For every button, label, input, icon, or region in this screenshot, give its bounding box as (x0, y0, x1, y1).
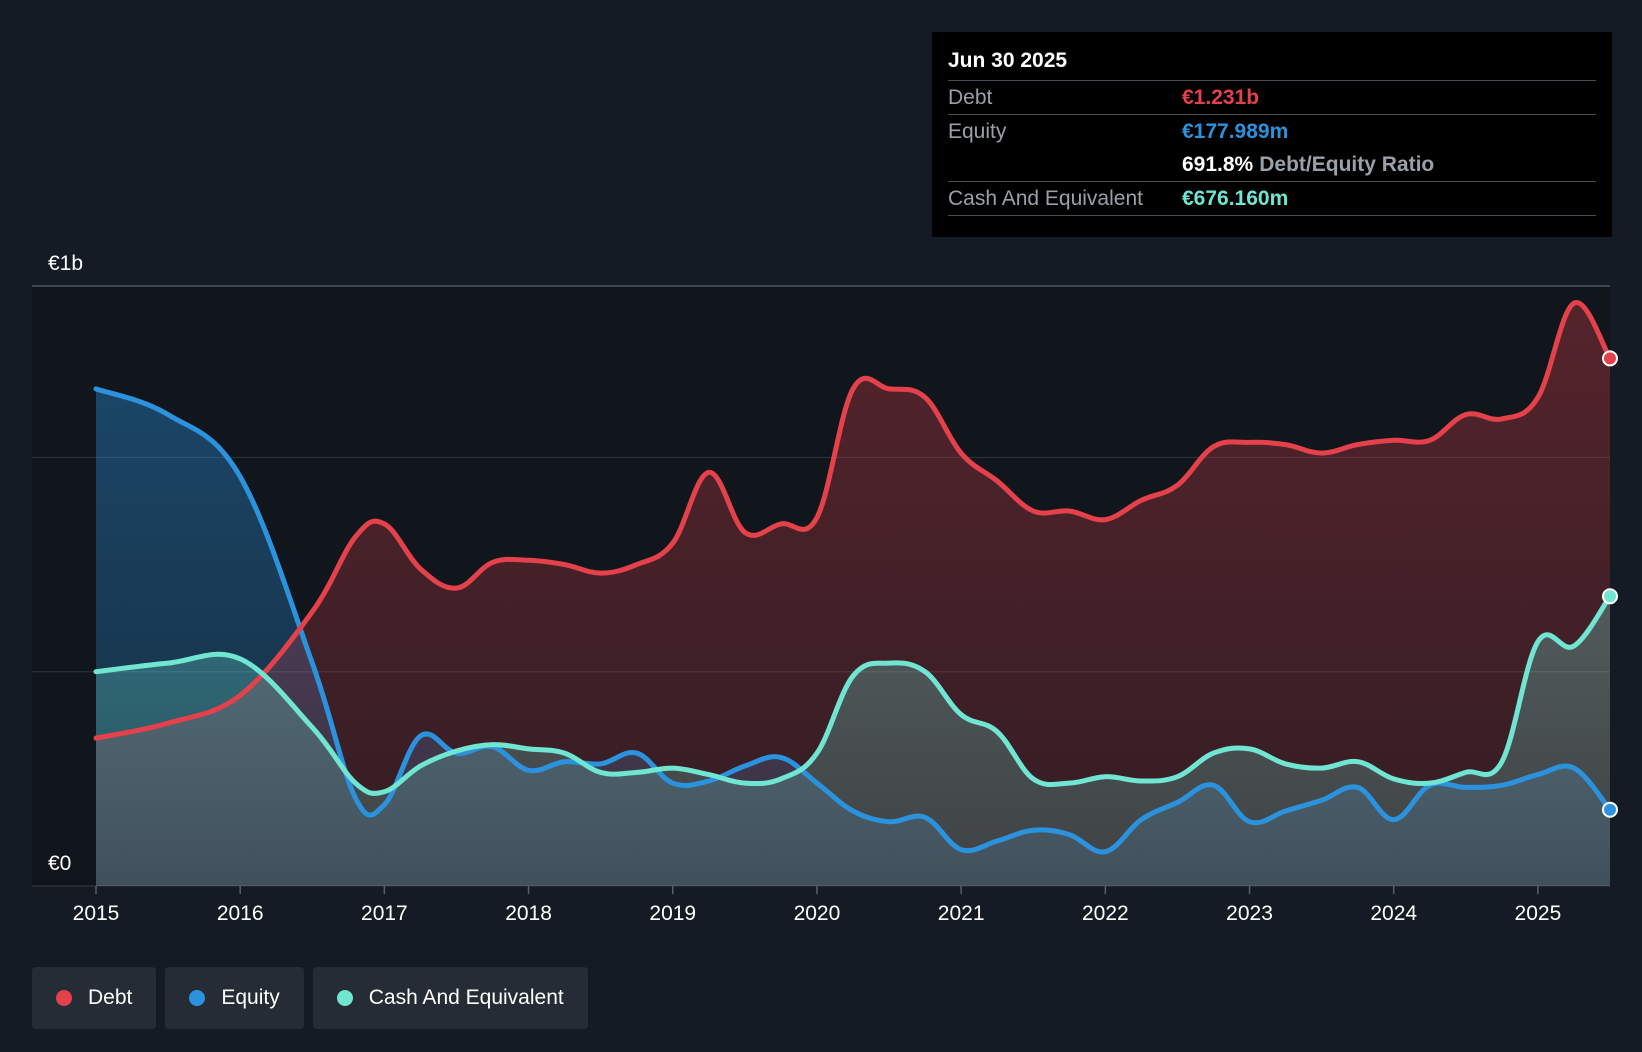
x-tick-label: 2017 (361, 902, 408, 925)
legend-item-cash[interactable]: Cash And Equivalent (312, 967, 588, 1029)
hover-tooltip: Jun 30 2025 Debt €1.231b Equity €177.989… (932, 32, 1612, 237)
legend-label-debt: Debt (88, 986, 133, 1009)
endpoint-equity[interactable] (1602, 801, 1618, 818)
x-tick-label: 2025 (1515, 902, 1562, 925)
y-tick-label: €0 (48, 852, 71, 875)
x-tick-label: 2019 (649, 902, 696, 925)
tooltip-row-ratio: 691.8% Debt/Equity Ratio (948, 148, 1596, 182)
series-areas (96, 302, 1610, 886)
area-debt (96, 302, 1610, 886)
x-tick-label: 2023 (1226, 902, 1273, 925)
legend-dot-debt (56, 990, 72, 1006)
series-endpoints (1602, 350, 1618, 818)
x-tick-label: 2015 (73, 902, 120, 925)
tooltip-debt-value: €1.231b (1182, 86, 1260, 109)
endpoint-debt[interactable] (1602, 350, 1618, 367)
tooltip-row-equity: Equity €177.989m (948, 115, 1596, 148)
tooltip-row-debt: Debt €1.231b (948, 81, 1596, 115)
legend-item-equity[interactable]: Equity (165, 967, 304, 1029)
tooltip-equity-label: Equity (948, 120, 1007, 143)
legend-dot-equity (189, 990, 206, 1006)
line-cash (93, 593, 1610, 796)
tooltip-debt-label: Debt (948, 86, 993, 109)
tooltip-ratio-spacer (948, 148, 1182, 181)
legend-dot-cash (336, 990, 353, 1006)
tooltip-equity-value: €177.989m (1182, 120, 1289, 143)
x-tick-label: 2016 (217, 902, 264, 925)
tooltip-ratio-value: 691.8% (1182, 153, 1254, 176)
chart-legend: Debt Equity Cash And Equivalent (32, 967, 588, 1029)
axes: 2015 2016 2017 2018 2019 2020 2021 2022 2023 2024… (48, 252, 1561, 925)
tooltip-cash-value: €676.160m (1182, 187, 1289, 210)
endpoint-cash[interactable] (1602, 588, 1618, 605)
line-debt (93, 300, 1610, 741)
tooltip-ratio-label: Debt/Equity Ratio (1259, 153, 1435, 176)
x-tick-label: 2024 (1370, 902, 1417, 925)
tooltip-row-cash: Cash And Equivalent €676.160m (948, 182, 1596, 216)
series-lines (93, 300, 1610, 855)
x-tick-label: 2020 (794, 902, 841, 925)
y-tick-label: €1b (48, 252, 83, 275)
x-tick-label: 2022 (1082, 902, 1129, 925)
tooltip-cash-label: Cash And Equivalent (948, 187, 1143, 210)
legend-item-debt[interactable]: Debt (32, 967, 157, 1029)
x-tick-label: 2018 (505, 902, 552, 925)
legend-label-equity: Equity (221, 986, 280, 1009)
legend-label-cash: Cash And Equivalent (368, 986, 564, 1009)
x-tick-label: 2021 (938, 902, 985, 925)
line-equity (93, 386, 1610, 855)
tooltip-date: Jun 30 2025 (948, 46, 1596, 81)
area-cash (96, 596, 1610, 886)
